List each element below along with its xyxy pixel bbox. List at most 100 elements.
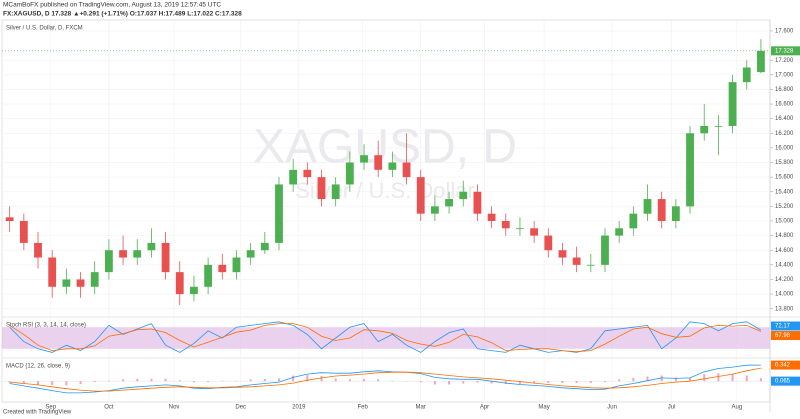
macd-histogram-bar <box>136 378 139 382</box>
watermark-symbol: XAGUSD, D <box>253 121 517 174</box>
macd-line <box>9 364 761 394</box>
macd-histogram-bar <box>192 381 195 383</box>
macd-histogram-bar <box>306 375 309 382</box>
x-tick-label: Nov <box>169 405 180 411</box>
candle-body <box>558 250 567 258</box>
x-tick-label: Jul <box>668 405 676 411</box>
candle-body <box>601 235 609 265</box>
candle-body <box>317 177 326 200</box>
last-price-label: 17.328 <box>775 48 794 54</box>
candle-body <box>714 125 723 127</box>
candle-body <box>260 242 269 251</box>
candle-body <box>190 286 198 295</box>
candle-body <box>133 250 142 258</box>
y-tick-label: 16.200 <box>775 131 794 137</box>
x-tick-label: Jun <box>607 405 617 411</box>
x-tick-label: Aug <box>731 405 742 411</box>
candle-body <box>90 272 99 287</box>
macd-histogram-bar <box>433 381 436 385</box>
candle-body <box>473 191 482 214</box>
y-tick-label: 15.000 <box>775 219 794 225</box>
macd-histogram-bar <box>249 379 252 382</box>
x-tick-label: Feb <box>357 405 368 411</box>
candle-body <box>19 220 28 243</box>
macd-histogram-bar <box>759 378 762 382</box>
candle-body <box>48 257 57 287</box>
candle-body <box>445 199 453 207</box>
candle-body <box>76 279 85 287</box>
macd-histogram-bar <box>448 381 451 385</box>
macd-histogram-bar <box>419 381 422 383</box>
plot-layer: 13.800 14.000 14.200 14.400 14.600 14.800 15.0… <box>2 20 800 411</box>
candle-body <box>629 213 638 229</box>
candle-body <box>275 184 283 243</box>
stoch-line <box>9 323 762 353</box>
y-tick-label: 16.000 <box>775 145 794 151</box>
candle-body <box>742 67 751 83</box>
candle-body <box>516 228 524 230</box>
candle-body <box>530 228 539 236</box>
x-tick-label: 2019 <box>292 405 306 411</box>
x-tick-label: Dec <box>235 405 246 411</box>
x-tick-label: May <box>538 405 549 411</box>
macd-histogram-bar <box>164 378 167 382</box>
macd-histogram-bar <box>93 381 96 383</box>
macd-histogram-bar <box>490 381 493 384</box>
candle-body <box>303 169 312 178</box>
y-tick-label: 15.200 <box>775 204 794 210</box>
candle-body <box>218 264 227 273</box>
candle-body <box>459 191 468 200</box>
candle-body <box>374 155 383 170</box>
macd-histogram-bar <box>37 381 40 385</box>
macd-histogram-bar <box>547 381 550 384</box>
y-tick-label: 17.200 <box>775 58 794 64</box>
macd-histogram-bar <box>51 381 54 385</box>
candle-body <box>431 206 439 214</box>
value-badge-label: 0.065 <box>775 379 791 385</box>
candle-body <box>360 155 368 163</box>
candle-body <box>331 184 340 200</box>
candle-body <box>289 169 298 185</box>
macd-histogram-bar <box>476 381 479 383</box>
macd-histogram-bar <box>518 381 521 384</box>
candle-body <box>686 133 694 207</box>
y-tick-label: 14.400 <box>775 262 794 268</box>
candle-body <box>62 279 71 287</box>
candle-body <box>119 250 127 258</box>
y-tick-label: 17.600 <box>775 29 794 35</box>
candle-body <box>402 162 411 178</box>
candle-body <box>246 250 255 258</box>
candle-body <box>615 228 624 236</box>
candle-body <box>175 272 184 295</box>
macd-histogram-bar <box>334 378 337 382</box>
candle-body <box>671 206 680 221</box>
macd-histogram-bar <box>320 376 323 382</box>
candle-body <box>232 257 241 273</box>
macd-histogram-bar <box>703 374 706 382</box>
candle-body <box>728 82 737 126</box>
quote: FX:XAGUSD, D 17.328 ▲+0.291 (+1.71%) O:1… <box>3 11 242 18</box>
macd-histogram-bar <box>292 375 295 382</box>
macd-histogram-bar <box>178 380 181 382</box>
stoch-title: Stoch RSI (3, 3, 14, 14, close) <box>6 323 86 329</box>
macd-histogram-bar <box>65 381 68 386</box>
y-tick-label: 14.600 <box>775 248 794 254</box>
macd-histogram-bar <box>8 381 11 383</box>
candle-body <box>34 242 42 258</box>
candle-body <box>416 177 425 214</box>
candle-body <box>204 264 213 287</box>
candle-body <box>586 264 595 266</box>
macd-line <box>9 367 761 392</box>
macd-histogram-bar <box>348 379 351 382</box>
macd-histogram-bar <box>122 379 125 382</box>
y-tick-label: 13.800 <box>775 306 794 312</box>
value-badge <box>771 321 800 331</box>
macd-histogram-bar <box>660 375 663 382</box>
candle-body <box>5 217 14 221</box>
value-badge-label: 72.17 <box>775 324 791 330</box>
candle-body <box>487 213 496 221</box>
macd-histogram-bar <box>207 381 210 383</box>
value-badge-label: 0.342 <box>775 363 791 369</box>
